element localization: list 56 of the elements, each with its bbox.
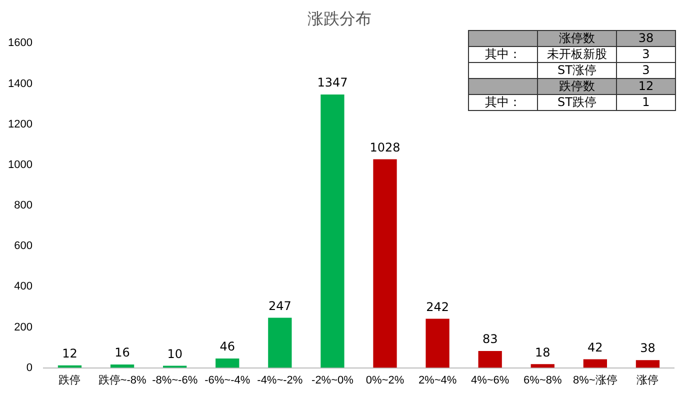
bar xyxy=(530,364,554,368)
data-label: 38 xyxy=(640,341,656,356)
x-tick-label: 0%~2% xyxy=(366,374,404,386)
annotation: ST跌停 xyxy=(538,94,616,110)
bar xyxy=(320,94,344,368)
y-tick-label: 1000 xyxy=(8,158,32,171)
x-tick-label: 跌停 xyxy=(58,374,81,386)
annotation: ST涨停 xyxy=(538,62,616,78)
data-label: 242 xyxy=(426,300,450,314)
data-label: 12 xyxy=(62,346,78,360)
data-label: 1028 xyxy=(370,140,400,154)
data-label: 247 xyxy=(268,298,292,313)
annotation: 12 xyxy=(616,78,676,94)
annotation: 38 xyxy=(616,30,676,46)
x-tick-label: 4%~6% xyxy=(470,374,510,386)
data-label: 16 xyxy=(114,346,130,360)
bar xyxy=(373,159,397,368)
x-tick-label: -6%~-4% xyxy=(204,374,250,386)
annotation: 跌停数 xyxy=(538,78,616,94)
bar xyxy=(636,360,660,368)
y-tick-label: 1200 xyxy=(8,118,32,130)
x-tick-label: -2%~0% xyxy=(312,374,354,386)
data-label: 42 xyxy=(588,340,603,354)
data-label: 10 xyxy=(167,346,182,361)
x-tick-label: -8%~-6% xyxy=(152,374,198,386)
x-tick-label: 8%~涨停 xyxy=(573,374,618,386)
bar xyxy=(478,350,502,368)
y-tick-label: 0 xyxy=(26,362,32,374)
bar xyxy=(426,318,450,368)
bar xyxy=(110,364,134,368)
bar xyxy=(268,318,292,368)
annotation: 3 xyxy=(616,62,676,78)
data-label: 46 xyxy=(220,340,236,354)
data-label: 18 xyxy=(535,345,550,360)
x-tick-label: 6%~8% xyxy=(524,374,562,386)
annotation: 1 xyxy=(616,94,676,110)
y-tick-label: 1400 xyxy=(8,78,32,90)
annotation: 其中： xyxy=(468,46,538,62)
annotation: 涨停数 xyxy=(538,30,616,46)
bar xyxy=(583,359,608,368)
y-tick-label: 400 xyxy=(14,280,32,293)
annotation: 其中： xyxy=(468,94,538,110)
y-tick-label: 800 xyxy=(14,200,32,212)
data-label: 1347 xyxy=(317,76,348,90)
y-tick-label: 1600 xyxy=(8,37,32,50)
y-tick-label: 200 xyxy=(14,321,32,334)
x-tick-label: 2%~4% xyxy=(418,374,457,386)
annotation: 3 xyxy=(616,46,676,62)
x-tick-label: 跌停~-8% xyxy=(98,374,146,386)
y-tick-label: 600 xyxy=(14,240,32,252)
x-tick-label: 涨停 xyxy=(636,374,659,386)
annotation: 未开板新股 xyxy=(538,46,616,62)
x-tick-label: -4%~-2% xyxy=(257,374,303,386)
chart-title: 涨跌分布 xyxy=(308,8,372,28)
data-label: 83 xyxy=(482,332,498,346)
bar xyxy=(216,358,240,368)
